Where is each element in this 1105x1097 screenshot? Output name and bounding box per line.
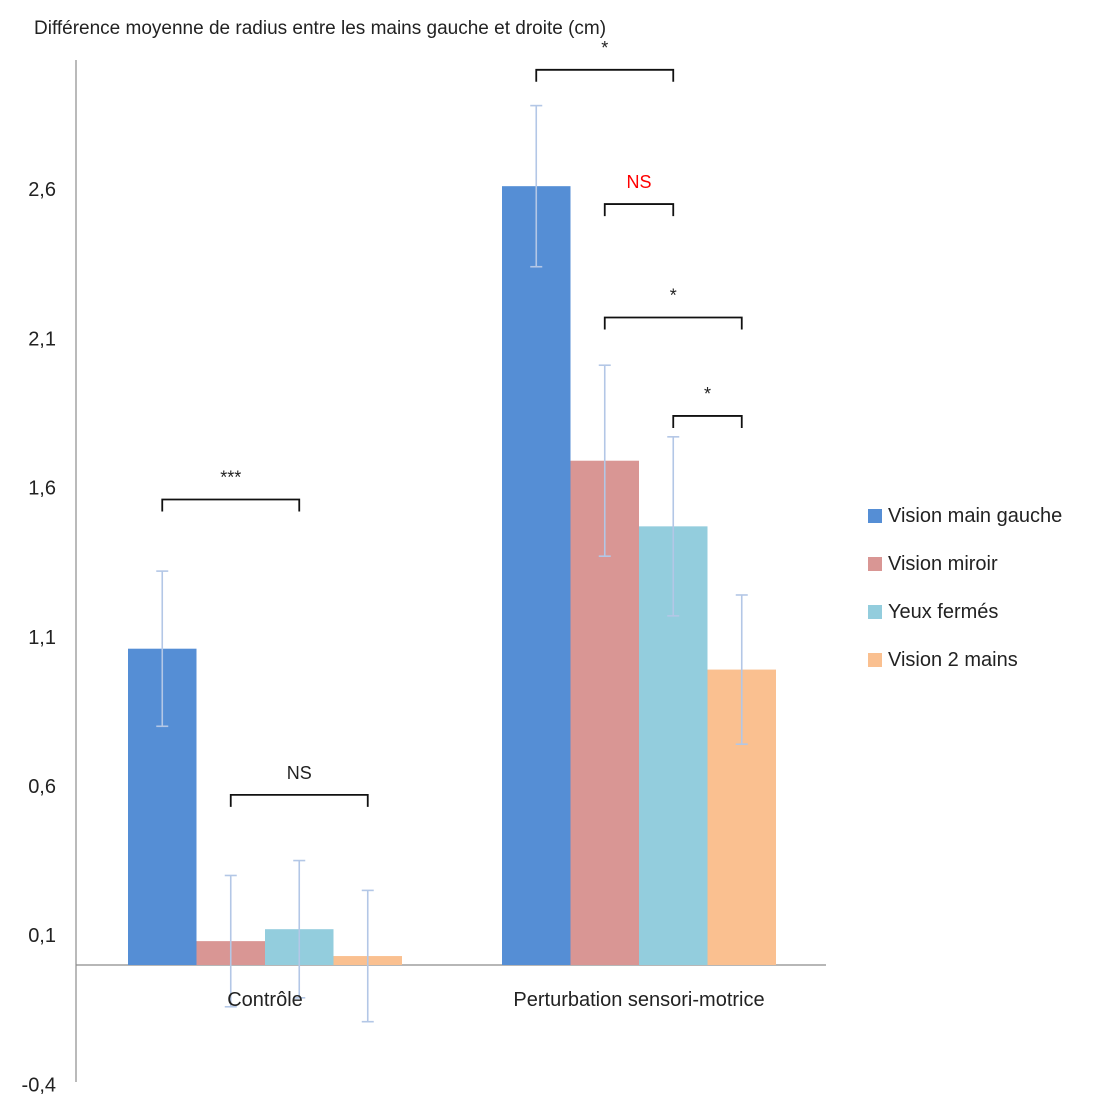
- legend-swatch: [868, 509, 882, 523]
- significance-bracket: *: [672, 384, 743, 428]
- y-tick-label: 0,1: [28, 925, 56, 947]
- error-bar: [667, 436, 680, 617]
- chart-title: Différence moyenne de radius entre les m…: [34, 18, 607, 39]
- bars: [128, 186, 776, 965]
- legend-swatch: [868, 557, 882, 571]
- legend-label: Vision 2 mains: [888, 648, 1018, 671]
- legend-item: Vision 2 mains: [868, 636, 1062, 684]
- significance-bracket: ***: [161, 467, 301, 512]
- legend-label: Yeux fermés: [888, 600, 999, 623]
- error-bar: [530, 104, 543, 268]
- significance-label: *: [704, 384, 711, 404]
- category-label: Perturbation sensori-motrice: [513, 989, 764, 1011]
- y-tick-label: 1,1: [28, 627, 56, 649]
- significance-label: *: [601, 38, 608, 58]
- bar: [502, 186, 571, 965]
- significance-label: NS: [626, 172, 651, 192]
- significance-label: NS: [287, 763, 312, 783]
- legend-item: Vision miroir: [868, 540, 1062, 588]
- y-tick-label: 2,6: [28, 179, 56, 201]
- legend-label: Vision miroir: [888, 552, 998, 575]
- legend-swatch: [868, 653, 882, 667]
- y-tick-label: -0,4: [22, 1074, 56, 1096]
- significance-label: ***: [220, 467, 241, 487]
- significance-bracket: NS: [603, 172, 675, 217]
- y-tick-label: 0,6: [28, 776, 56, 798]
- legend-item: Vision main gauche: [868, 492, 1062, 540]
- significance-bracket: *: [535, 38, 675, 82]
- significance-label: *: [670, 285, 677, 305]
- error-bar: [224, 874, 237, 1008]
- error-bar: [156, 570, 169, 728]
- significance-brackets: *** NS * NS * *: [161, 38, 743, 807]
- legend: Vision main gauche Vision miroir Yeux ferm…: [868, 492, 1062, 684]
- category-label: Contrôle: [227, 989, 303, 1011]
- legend-swatch: [868, 605, 882, 619]
- y-tick-label: 2,1: [28, 328, 56, 350]
- category-labels: Contrôle Perturbation sensori-motrice: [227, 989, 764, 1011]
- significance-bracket: NS: [229, 763, 369, 807]
- legend-label: Vision main gauche: [888, 504, 1063, 527]
- error-bar: [361, 889, 374, 1023]
- legend-item: Yeux fermés: [868, 588, 1062, 636]
- significance-bracket: *: [603, 285, 743, 330]
- y-tick-label: 1,6: [28, 478, 56, 500]
- error-bars: [156, 104, 748, 1023]
- y-tick-labels: 2,6 2,1 1,6 1,1 0,6 0,1 -0,4: [22, 179, 56, 1096]
- error-bar: [735, 594, 748, 745]
- error-bar: [293, 859, 306, 999]
- error-bar: [598, 364, 611, 557]
